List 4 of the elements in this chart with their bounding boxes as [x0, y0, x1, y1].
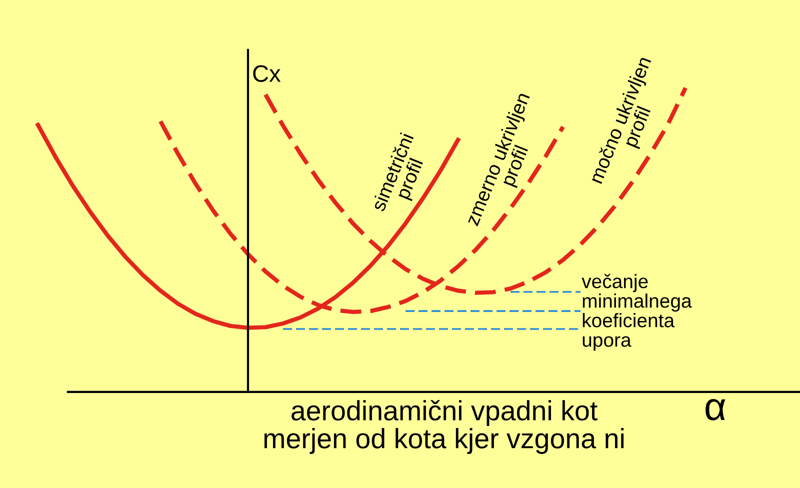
annotation: večanje minimalnega koeficienta upora: [582, 274, 692, 351]
y-axis-title: Cx: [253, 65, 281, 82]
x-axis-title: α: [706, 399, 726, 420]
text: aerodinamični vpadni kot merjen od kota kjer vzgona ni: [264, 400, 624, 454]
